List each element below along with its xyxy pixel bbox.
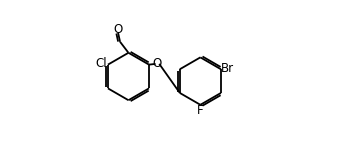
Text: O: O (153, 57, 162, 70)
Text: Cl: Cl (96, 57, 107, 70)
Text: F: F (197, 104, 204, 117)
Text: Br: Br (221, 62, 234, 75)
Text: O: O (114, 23, 123, 36)
